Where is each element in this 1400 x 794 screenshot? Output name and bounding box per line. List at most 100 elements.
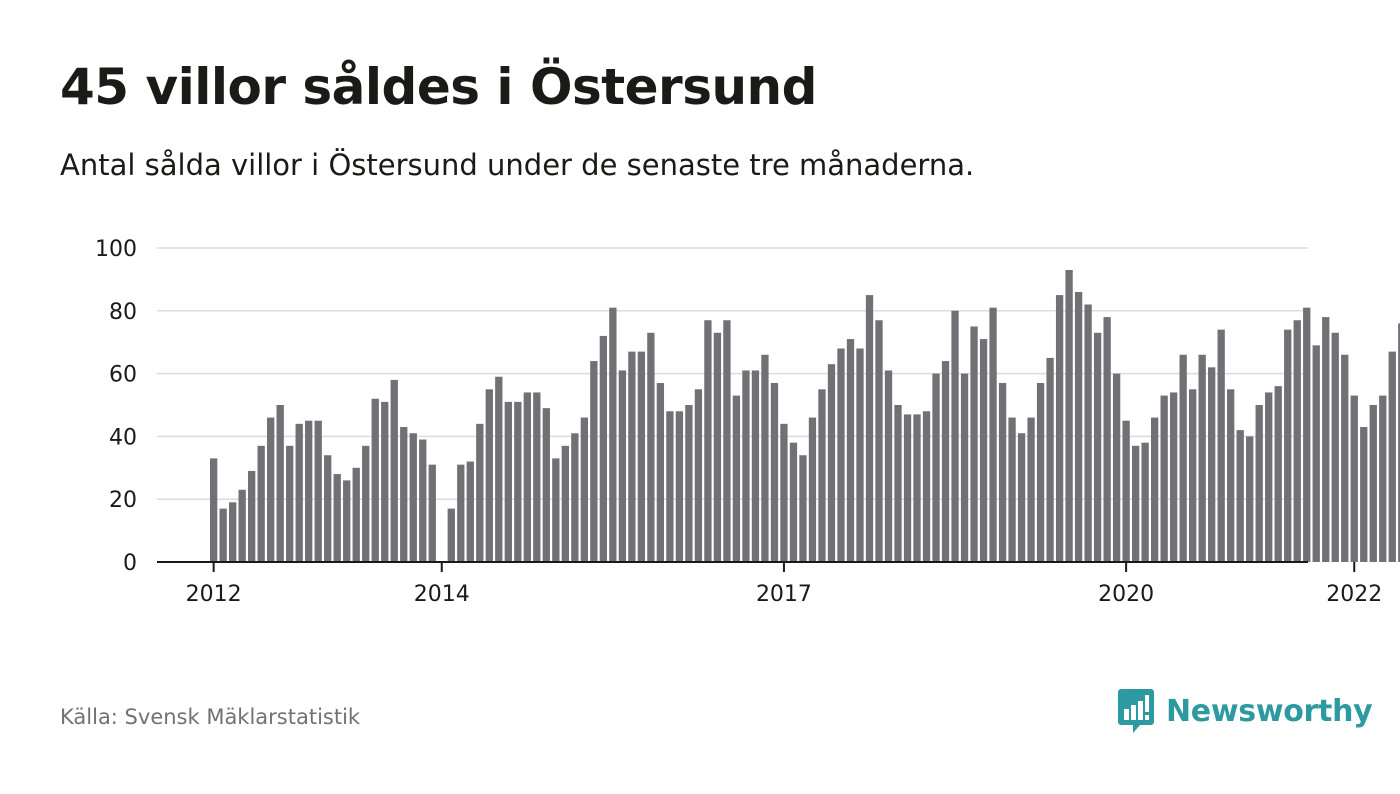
bar	[941, 361, 950, 562]
bar	[305, 420, 313, 562]
bar	[1103, 317, 1111, 562]
bar	[761, 354, 769, 562]
bar	[1331, 332, 1339, 562]
bar	[1179, 354, 1187, 562]
y-tick-label: 40	[109, 425, 137, 450]
bar	[295, 423, 303, 562]
bar	[1046, 357, 1054, 562]
bar	[457, 464, 465, 562]
bar	[1151, 417, 1159, 562]
y-tick-label: 20	[109, 488, 137, 513]
bar	[1036, 383, 1045, 562]
bar	[1112, 373, 1121, 562]
y-tick-label: 60	[109, 363, 137, 388]
bar	[922, 411, 931, 562]
bar	[989, 307, 997, 562]
bar	[571, 433, 579, 562]
bar	[1065, 269, 1073, 562]
bar	[561, 445, 569, 562]
bar	[580, 417, 588, 562]
bar	[485, 389, 493, 562]
bar	[409, 433, 417, 562]
bar	[257, 445, 265, 562]
bar	[428, 464, 436, 562]
bar	[286, 445, 294, 562]
bar	[542, 408, 550, 562]
bar	[1322, 317, 1330, 562]
bar	[495, 376, 503, 562]
bar	[1074, 291, 1083, 562]
bar	[1303, 307, 1311, 562]
bar	[704, 320, 712, 562]
x-tick-label: 2020	[1098, 582, 1154, 607]
x-tick-label: 2014	[414, 582, 470, 607]
brand-logo: Newsworthy	[1118, 689, 1373, 733]
bar	[609, 307, 617, 562]
bar	[1198, 354, 1206, 562]
source-note: Källa: Svensk Mäklarstatistik	[60, 705, 361, 729]
bar	[979, 339, 988, 562]
bar	[998, 383, 1007, 562]
bar	[1398, 323, 1400, 562]
bar	[675, 411, 684, 562]
bar	[362, 445, 370, 562]
bar	[1008, 417, 1016, 562]
bar	[827, 364, 836, 562]
bar	[666, 411, 674, 562]
bar	[533, 392, 541, 562]
bar	[466, 461, 474, 562]
bar	[1360, 426, 1368, 562]
bar	[238, 489, 246, 562]
y-axis-ticks: 0 20 40 60 80 100	[95, 237, 137, 576]
chart-subtitle: Antal sålda villor i Östersund under de …	[60, 148, 975, 182]
bar	[352, 467, 360, 562]
bar	[1341, 354, 1349, 562]
bar	[628, 351, 636, 562]
bar	[1189, 389, 1197, 562]
bar	[1055, 295, 1064, 562]
bar	[229, 502, 237, 562]
bar	[324, 455, 332, 562]
bar	[818, 389, 826, 562]
bar	[590, 361, 598, 562]
bar	[1141, 442, 1149, 562]
bar	[903, 414, 912, 562]
bar	[504, 401, 512, 562]
bar	[1084, 304, 1092, 562]
bar	[371, 398, 379, 562]
bar	[856, 348, 864, 562]
bar	[219, 508, 227, 562]
bar	[837, 348, 845, 562]
bar	[789, 442, 798, 562]
bar	[685, 405, 693, 562]
bar	[1208, 367, 1216, 562]
x-tick-label: 2022	[1326, 582, 1382, 607]
bar	[476, 423, 484, 562]
bar	[267, 417, 275, 562]
bar	[618, 370, 627, 562]
bar	[276, 405, 284, 562]
bar	[647, 332, 655, 562]
newsworthy-logo-icon	[1118, 689, 1154, 733]
bar	[210, 458, 218, 562]
bar	[343, 480, 351, 562]
bar	[694, 389, 703, 562]
bar	[637, 351, 646, 562]
brand-name: Newsworthy	[1166, 693, 1373, 729]
bar	[1255, 405, 1263, 562]
bar	[865, 295, 874, 562]
x-tick-label: 2017	[756, 582, 812, 607]
bar	[770, 383, 779, 562]
bar	[1379, 395, 1387, 562]
bar	[1312, 345, 1320, 562]
bar	[951, 310, 959, 562]
bar	[1027, 417, 1035, 562]
bar	[808, 417, 817, 562]
bar	[780, 423, 788, 562]
bar	[1170, 392, 1178, 562]
bar	[248, 470, 256, 562]
bar	[742, 370, 750, 562]
bar	[894, 405, 902, 562]
x-axis-ticks: 2012 2014 2017 2020 2022	[186, 562, 1382, 607]
bar	[1217, 329, 1225, 562]
